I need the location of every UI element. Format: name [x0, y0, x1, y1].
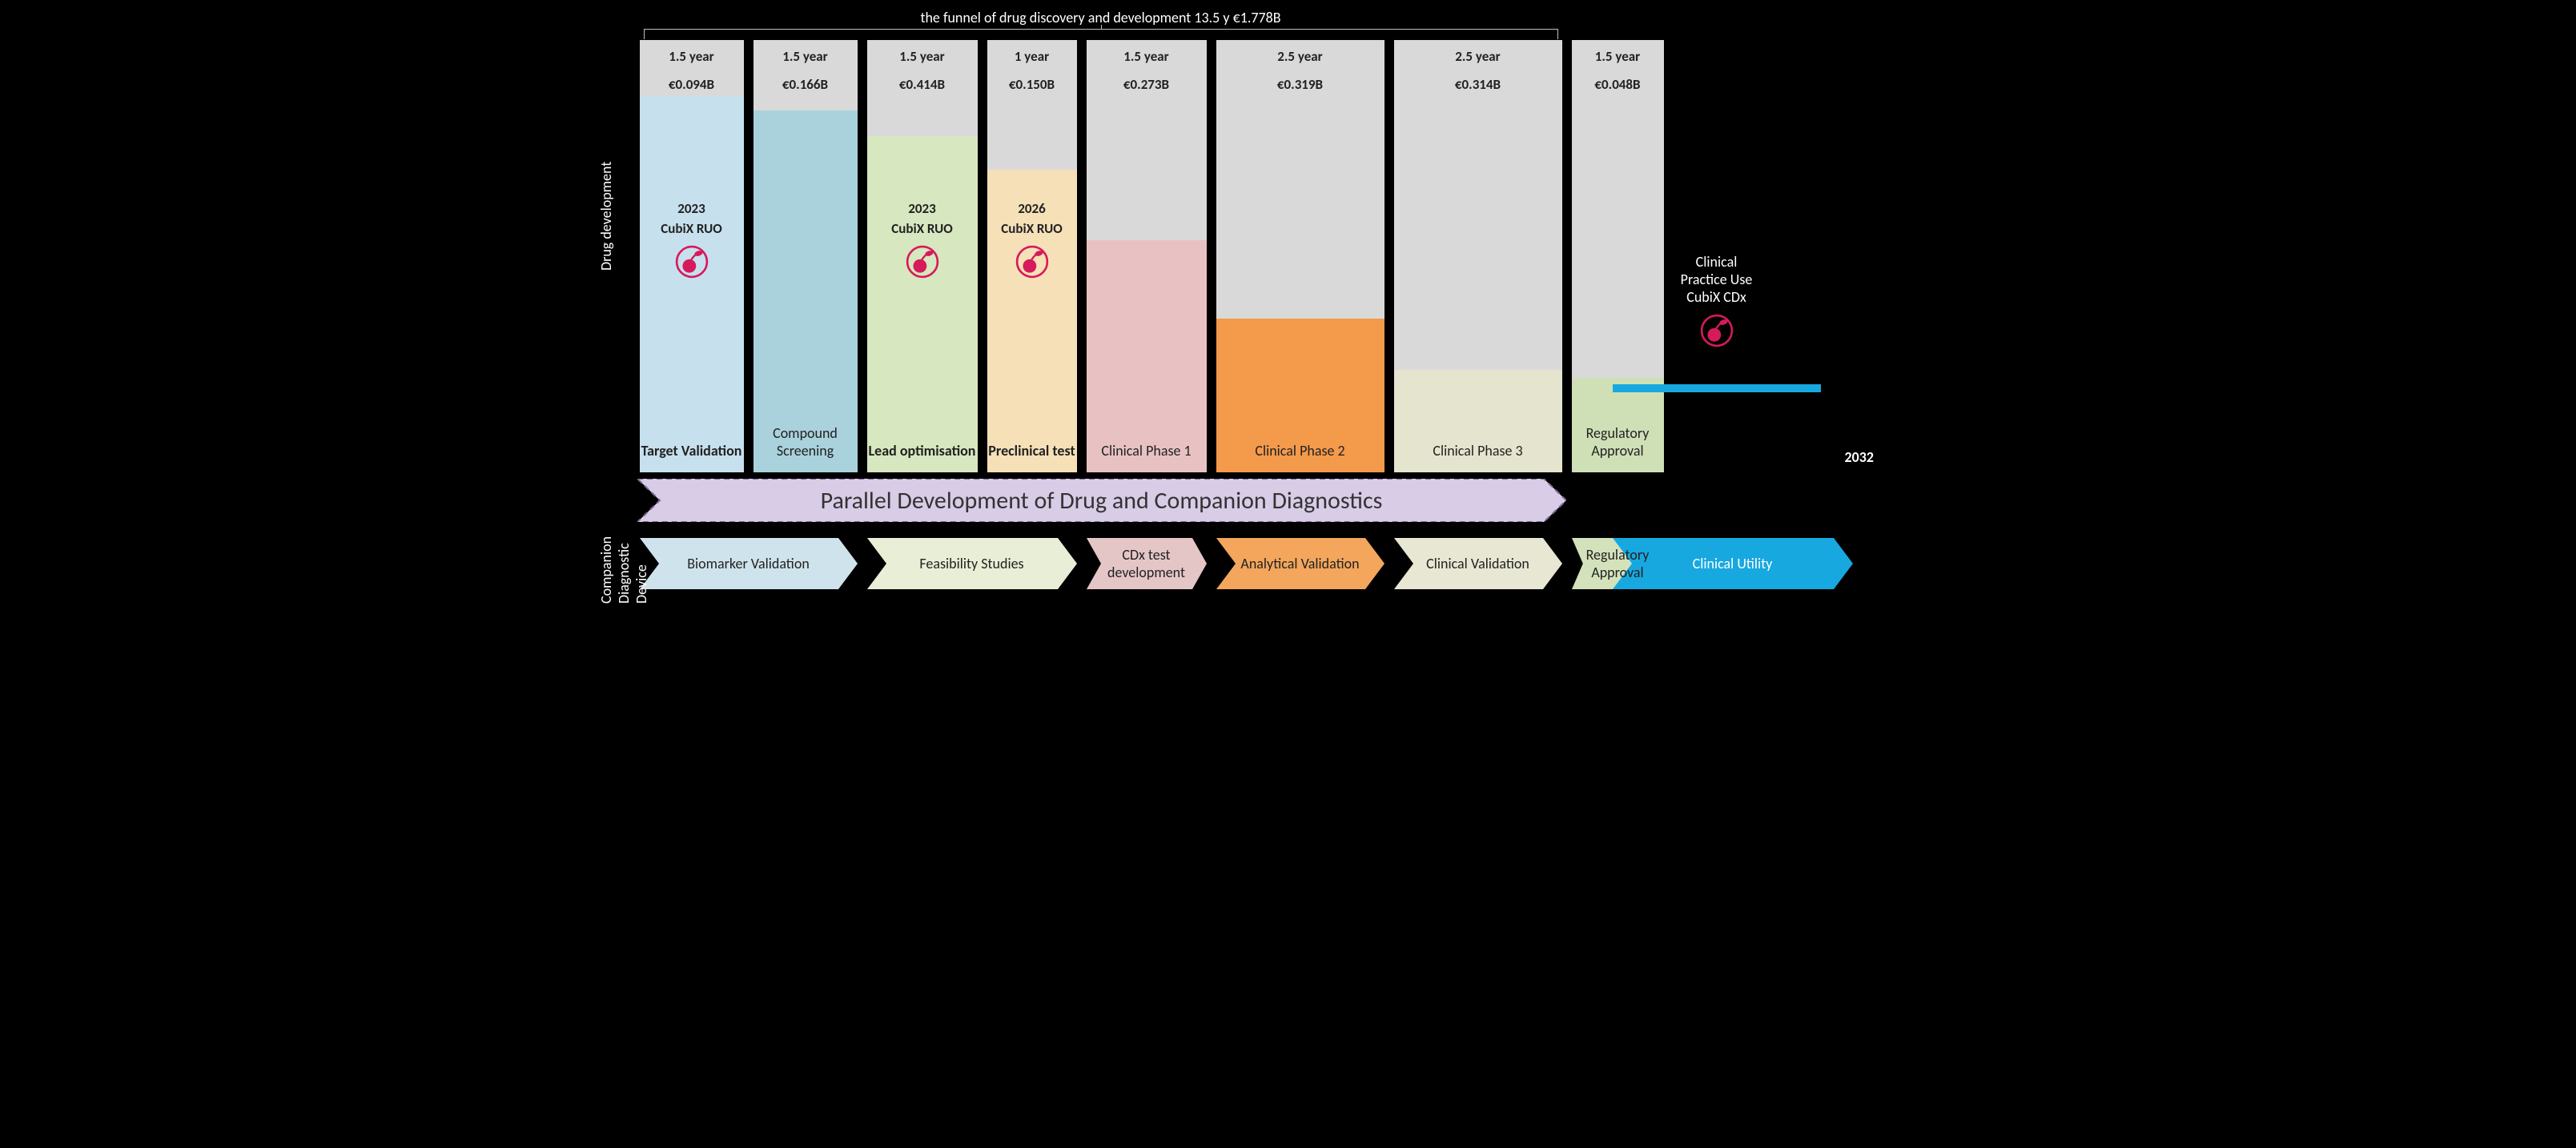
chevron-2: CDx test development [1087, 538, 1207, 589]
stage-header: 1.5 year €0.414B [867, 48, 978, 93]
stage-year: 2023 [867, 200, 978, 217]
stage-time: 1.5 year [899, 48, 944, 65]
chevron-5-label: Regulatory Approval [1572, 546, 1664, 581]
stage-cost: €0.414B [867, 76, 978, 93]
stage-header: 1.5 year €0.273B [1087, 48, 1207, 93]
stage-time: 1.5 year [782, 48, 827, 65]
chevron-4: Clinical Validation [1394, 538, 1562, 589]
utility-caption-line-1: Practice Use [1613, 271, 1821, 288]
stage-time: 2.5 year [1455, 48, 1500, 65]
stage-phase: Regulatory Approval [1572, 424, 1664, 460]
stage-col-6: 2.5 year €0.314B Clinical Phase 3 [1394, 40, 1562, 472]
stage-phase: Compound Screening [754, 424, 858, 460]
side-label-bottom: Companion Diagnostic Device [597, 524, 650, 604]
stage-time: 1.5 year [1595, 48, 1640, 65]
stage-mid: 2023 CubiX RUO [867, 200, 978, 285]
stage-time: 2.5 year [1277, 48, 1322, 65]
banner: Parallel Development of Drug and Compani… [637, 479, 1566, 522]
stage-mid: 2026 CubiX RUO [987, 200, 1077, 285]
stage-tint [867, 136, 978, 472]
stage-cost: €0.314B [1394, 76, 1562, 93]
stage-header: 1.5 year €0.048B [1572, 48, 1664, 93]
stage-year: 2023 [640, 200, 744, 217]
utility-caption: ClinicalPractice UseCubiX CDx [1613, 253, 1821, 354]
stage-product: CubiX RUO [867, 220, 978, 237]
stage-col-5: 2.5 year €0.319B Clinical Phase 2 [1216, 40, 1384, 472]
stage-header: 1.5 year €0.166B [754, 48, 858, 93]
stage-time: 1.5 year [669, 48, 713, 65]
stage-header: 2.5 year €0.314B [1394, 48, 1562, 93]
stage-col-0: 1.5 year €0.094B 2023 CubiX RUO Target Valid… [640, 40, 744, 472]
stage-cost: €0.048B [1572, 76, 1664, 93]
utility-line [1613, 384, 1821, 392]
banner-text: Parallel Development of Drug and Compani… [821, 486, 1383, 516]
cherry-icon [675, 245, 709, 279]
stage-year: 2026 [987, 200, 1077, 217]
bracket-label: the funnel of drug discovery and develop… [645, 9, 1557, 26]
stage-header: 1.5 year €0.094B [640, 48, 744, 93]
chevron-0: Biomarker Validation [640, 538, 858, 589]
stage-phase: Clinical Phase 2 [1216, 442, 1384, 460]
stage-cost: €0.150B [987, 76, 1077, 93]
utility-caption-line-2: CubiX CDx [1613, 288, 1821, 306]
chevron-1-label: Feasibility Studies [913, 555, 1030, 572]
stage-mid: 2023 CubiX RUO [640, 200, 744, 285]
bracket: the funnel of drug discovery and develop… [644, 29, 1558, 39]
diagram-canvas: the funnel of drug discovery and develop… [580, 0, 1997, 631]
cherry-icon [1700, 314, 1734, 347]
chevron-4-label: Clinical Validation [1420, 555, 1536, 572]
chevron-3: Analytical Validation [1216, 538, 1384, 589]
stage-product: CubiX RUO [640, 220, 744, 237]
stage-phase: Preclinical test [987, 442, 1077, 460]
stage-time: 1 year [1015, 48, 1049, 65]
utility-year: 2032 [1845, 448, 1875, 466]
stage-phase: Clinical Phase 3 [1394, 442, 1562, 460]
cherry-icon [906, 245, 939, 279]
stage-cost: €0.319B [1216, 76, 1384, 93]
stage-col-3: 1 year €0.150B 2026 CubiX RUO Preclinical te… [987, 40, 1077, 472]
cherry-icon [1015, 245, 1049, 279]
stage-header: 2.5 year €0.319B [1216, 48, 1384, 93]
stage-cost: €0.094B [640, 76, 744, 93]
stage-tint [754, 110, 858, 472]
chevron-3-label: Analytical Validation [1234, 555, 1365, 572]
chevron-1: Feasibility Studies [867, 538, 1077, 589]
stage-phase: Lead optimisation [867, 442, 978, 460]
stage-col-2: 1.5 year €0.414B 2023 CubiX RUO Lead optimis… [867, 40, 978, 472]
utility-caption-line-0: Clinical [1613, 253, 1821, 271]
side-label-top: Drug development [597, 88, 615, 344]
stage-tint [1087, 240, 1207, 472]
stage-product: CubiX RUO [987, 220, 1077, 237]
stage-cost: €0.166B [754, 76, 858, 93]
stage-header: 1 year €0.150B [987, 48, 1077, 93]
stage-phase: Target Validation [640, 442, 744, 460]
stage-cost: €0.273B [1087, 76, 1207, 93]
stage-col-1: 1.5 year €0.166B Compound Screening [754, 40, 858, 472]
stage-col-4: 1.5 year €0.273B Clinical Phase 1 [1087, 40, 1207, 472]
chevron-utility-label: Clinical Utility [1686, 555, 1779, 572]
stage-time: 1.5 year [1123, 48, 1168, 65]
stage-phase: Clinical Phase 1 [1087, 442, 1207, 460]
chevron-0-label: Biomarker Validation [681, 555, 816, 572]
chevron-2-label: CDx test development [1087, 546, 1207, 581]
